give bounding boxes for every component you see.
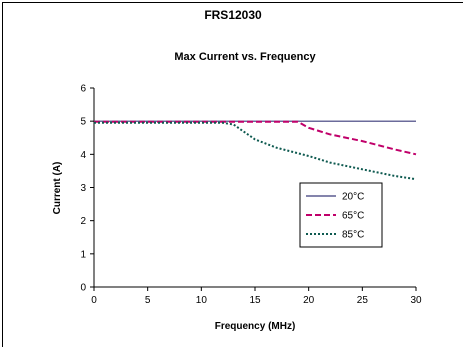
- chart-subtitle: Max Current vs. Frequency: [174, 51, 316, 63]
- x-axis-label: Frequency (MHz): [215, 321, 296, 332]
- y-tick-label: 4: [80, 150, 86, 161]
- y-tick-label: 5: [80, 117, 86, 128]
- plot-area: 0 1 2 3 4 5 6 0 5 10 15 20 25 30: [80, 84, 422, 307]
- legend-label-1: 20°C: [342, 192, 364, 203]
- y-axis-label: Current (A): [52, 162, 63, 215]
- y-tick-label: 6: [80, 84, 86, 95]
- legend-box: [299, 182, 383, 248]
- x-tick-label: 20: [303, 295, 315, 306]
- y-tick-label: 0: [80, 283, 86, 294]
- x-tick-label: 25: [357, 295, 369, 306]
- x-tick-label: 5: [145, 295, 151, 306]
- chart-title: FRS12030: [204, 8, 262, 22]
- x-tick-label: 10: [196, 295, 208, 306]
- y-tick-label: 2: [80, 216, 86, 227]
- y-tick-label: 1: [80, 249, 86, 260]
- series-line-2: [94, 120, 417, 156]
- series-line-3: [94, 121, 417, 181]
- x-tick-label: 0: [91, 295, 97, 306]
- legend-label-3: 85°C: [342, 230, 364, 241]
- legend-label-2: 65°C: [342, 211, 364, 222]
- x-tick-label: 30: [410, 295, 422, 306]
- y-tick-label: 3: [80, 183, 86, 194]
- x-tick-label: 15: [249, 295, 261, 306]
- chart-frame: [2, 2, 463, 347]
- legend: 20°C 65°C 85°C: [299, 182, 383, 248]
